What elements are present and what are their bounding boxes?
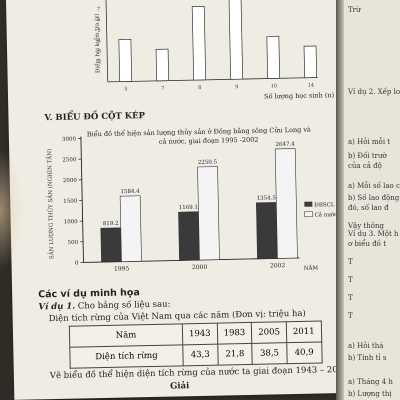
top-chart-bar	[155, 48, 170, 82]
right-page-text: b) Lượng thị	[348, 390, 392, 398]
table-cell: 21,8	[217, 343, 253, 366]
table-cell: Diện tích rừng	[69, 344, 184, 369]
top-bar-chart: Điểm bài kiểm tra (x) Số lượng học sinh …	[93, 0, 335, 101]
section-title: V. BIỂU ĐỒ CỘT KÉP	[44, 111, 146, 124]
legend-swatch-ca-nuoc	[304, 211, 313, 218]
bar-ca-nuoc	[197, 166, 220, 261]
chart-y-tick-label: 2500	[62, 157, 77, 163]
right-page-text: a) Hỏi thá	[348, 342, 384, 350]
legend-label-dbscl: ĐBSCL	[314, 202, 335, 208]
table-cell: 1983	[216, 322, 253, 345]
right-page-text: Vậy thông	[348, 222, 384, 230]
table-row: Diện tích rừng 43,3 21,8 38,5 40,9	[69, 341, 322, 369]
chart-y-tick-label: 500	[68, 240, 79, 246]
right-page-text: a) Tháng 4 h	[348, 378, 393, 386]
legend-swatch-dbscl	[304, 201, 313, 207]
book-gutter	[336, 0, 344, 400]
table-cell: 2005	[251, 321, 287, 344]
table-cell: 1943	[182, 323, 218, 345]
vi-du-1-text: Cho bảng số liệu sau:	[77, 299, 171, 312]
bar-dbscl	[178, 211, 200, 261]
chart-y-tick-label: 3000	[62, 137, 77, 143]
top-chart-y-tick: 4	[98, 38, 101, 44]
chart-y-tick-label: 0	[75, 261, 79, 267]
top-chart-bar	[118, 39, 133, 82]
top-chart-y-axis	[105, 0, 109, 82]
top-chart-bar	[266, 35, 281, 79]
bar-ca-nuoc	[274, 148, 298, 259]
table-cell: Năm	[69, 323, 183, 348]
bar-data-label: 1354.5	[257, 195, 277, 201]
table-cell: 38,5	[252, 342, 288, 365]
chart-x-tick-label: 2002	[270, 262, 286, 269]
forest-area-table: Năm 1943 1983 2005 2011 Diện tích rừng 4…	[68, 320, 323, 369]
top-chart-y-tick: 5	[97, 28, 100, 34]
right-page-text: Trừ	[348, 6, 361, 14]
bar-data-label: 2250.5	[198, 160, 218, 166]
top-chart-x-axis	[107, 77, 318, 83]
chart-y-axis	[80, 136, 84, 263]
legend-label-ca-nuoc: Cả nước	[314, 211, 337, 218]
right-page-text: T	[348, 294, 353, 302]
chart-y-tick-label: 1500	[63, 199, 78, 205]
vi-du-1-label: Ví dụ 1.	[38, 301, 76, 313]
chart-x-tick-label: 2000	[192, 264, 208, 271]
right-page-text: a) Hỏi mỗi t	[348, 138, 391, 146]
bar-dbscl	[100, 227, 122, 263]
chart-xlabel: NĂM	[304, 265, 319, 272]
bar-data-label: 819.2	[103, 221, 119, 227]
table-cell: 40,9	[286, 341, 322, 364]
top-chart-x-tick: 7	[161, 86, 164, 92]
top-chart-x-tick: 8	[198, 85, 201, 91]
right-page-text: của cả độ	[348, 162, 382, 170]
top-chart-y-tick: 6	[97, 17, 100, 23]
chart-title-line2: cả nước, giai đoạn 1995 -2002	[159, 135, 259, 146]
right-page-text: b) Đối trườ	[348, 152, 387, 160]
right-page-text: T	[348, 312, 353, 320]
top-chart-ylabel: Điểm bài kiểm tra (x)	[93, 13, 101, 73]
chart-x-tick-label: 1995	[114, 265, 130, 272]
top-chart-bar	[303, 45, 318, 79]
right-page-text: T	[348, 276, 353, 284]
right-page-text: ơ biểu đồ t	[348, 240, 387, 248]
table-cell: 43,3	[182, 344, 218, 366]
top-chart-bar	[191, 5, 207, 81]
chart-y-tick-label: 1000	[64, 219, 79, 225]
examples-title: Các ví dụ minh họa	[38, 287, 140, 301]
book-page: Điểm bài kiểm tra (x) Số lượng học sinh …	[6, 0, 351, 400]
top-chart-x-tick: 10	[271, 83, 277, 89]
top-chart-x-tick: 5	[124, 86, 127, 92]
bar-data-label: 1169.1	[179, 205, 198, 211]
chart-y-tick-label: 2000	[63, 178, 78, 184]
top-chart-y-tick: 3	[98, 49, 101, 55]
right-page-text: a) Mỗi số lao c	[348, 182, 400, 190]
solution-label: Giải	[170, 381, 190, 392]
top-chart-xlabel: Số lượng học sinh (n)	[264, 90, 335, 100]
table-cell: 2011	[286, 320, 322, 343]
right-page-text: đó, số lao đ	[348, 204, 389, 212]
double-bar-chart: Biểu đồ thể hiện sản lượng thủy sản ở Đồ…	[45, 125, 337, 273]
bar-dbscl	[255, 202, 278, 260]
top-chart-y-tick: 2	[98, 59, 101, 65]
right-page-text: b) Tính tỉ s	[348, 354, 387, 362]
bar-data-label: 2647.4	[275, 142, 295, 148]
top-chart-y-tick: 7	[97, 7, 100, 13]
top-chart-x-tick: 9	[235, 84, 238, 90]
right-page-text: T	[348, 258, 353, 266]
right-page-text: b) Số lao động	[348, 194, 400, 202]
right-page-text: Ví dụ 3. Một h	[348, 230, 399, 238]
right-page: Trừ Ví dụ 2. Xếp loạ a) Hỏi mỗi t b) Đối tr…	[344, 0, 400, 400]
right-page-text: Ví dụ 2. Xếp loạ	[348, 88, 400, 96]
bar-data-label: 1584.4	[120, 189, 140, 195]
top-chart-bar	[228, 0, 244, 80]
chart-ylabel: SẢN LƯỢNG THỦY SẢN (NGHÌN TẤN)	[45, 149, 55, 259]
hand-shadow	[0, 150, 24, 270]
bar-ca-nuoc	[119, 195, 142, 262]
top-chart-x-tick: 14	[308, 83, 314, 89]
